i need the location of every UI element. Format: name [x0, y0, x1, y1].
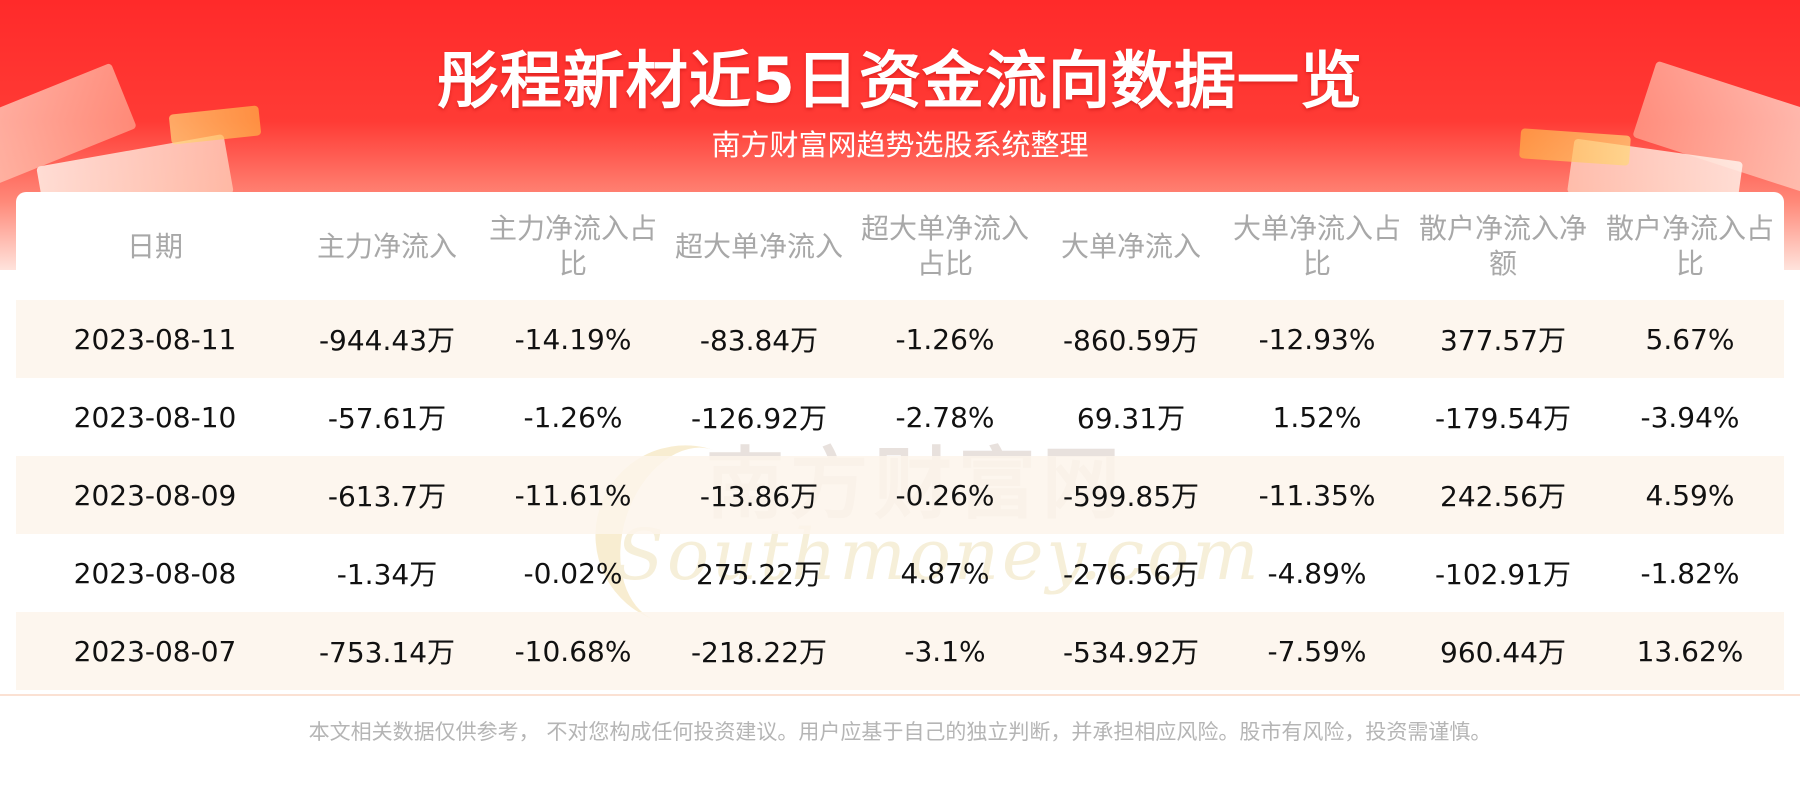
cell-main-inflow-ratio: -10.68%	[514, 634, 632, 668]
cell-large-inflow-ratio: -11.35%	[1258, 478, 1376, 512]
cell-large-inflow-ratio: 1.52%	[1272, 400, 1362, 434]
cell-xl-inflow-ratio: -3.1%	[904, 634, 986, 668]
cell-retail-inflow-ratio: 13.62%	[1636, 634, 1744, 668]
cell-retail-inflow: 960.44万	[1440, 636, 1566, 669]
column-header-xl-inflow: 超大单净流入	[674, 229, 843, 263]
cell-xl-inflow-ratio: -2.78%	[895, 400, 995, 434]
cell-date: 2023-08-09	[73, 478, 237, 512]
cell-date: 2023-08-08	[73, 556, 237, 590]
cell-main-inflow: -613.7万	[327, 480, 447, 513]
column-header-main-inflow: 主力净流入	[316, 229, 457, 263]
cell-large-inflow-ratio: -7.59%	[1267, 634, 1367, 668]
cell-retail-inflow: 242.56万	[1440, 480, 1566, 513]
cell-retail-inflow-ratio: -1.82%	[1640, 556, 1740, 590]
page-title: 彤程新材近5日资金流向数据一览	[436, 44, 1364, 117]
cell-xl-inflow-ratio: -1.26%	[895, 322, 995, 356]
cell-xl-inflow: 275.22万	[696, 558, 822, 591]
column-header-retail-inflow-ratio: 散户净流入占比	[1605, 212, 1774, 280]
cell-main-inflow-ratio: -14.19%	[514, 322, 632, 356]
cell-retail-inflow: -179.54万	[1434, 402, 1572, 435]
cell-main-inflow-ratio: -0.02%	[523, 556, 623, 590]
footer-disclaimer: 本文相关数据仅供参考， 不对您构成任何投资建议。用户应基于自己的独立判断，并承担…	[308, 720, 1492, 744]
cell-retail-inflow: 377.57万	[1440, 324, 1566, 357]
table-header-row: 日期 主力净流入 主力净流入占比 超大单净流入 超大单净流入占比 大单净流入 大…	[16, 192, 1784, 300]
cell-large-inflow: -534.92万	[1062, 636, 1200, 669]
cell-large-inflow: 69.31万	[1076, 402, 1186, 435]
column-header-date: 日期	[126, 229, 183, 263]
cell-main-inflow: -753.14万	[318, 636, 456, 669]
column-header-large-inflow: 大单净流入	[1060, 229, 1201, 263]
table-row: 2023-08-10 -57.61万 -1.26% -126.92万 -2.78…	[16, 378, 1784, 456]
cell-xl-inflow: -218.22万	[690, 636, 828, 669]
cell-retail-inflow: -102.91万	[1434, 558, 1572, 591]
cell-retail-inflow-ratio: 4.59%	[1645, 478, 1735, 512]
column-header-main-inflow-ratio: 主力净流入占比	[488, 212, 657, 280]
cell-date: 2023-08-10	[73, 400, 237, 434]
cell-main-inflow-ratio: -1.26%	[523, 400, 623, 434]
table-row: 2023-08-09 -613.7万 -11.61% -13.86万 -0.26…	[16, 456, 1784, 534]
cell-retail-inflow-ratio: -3.94%	[1640, 400, 1740, 434]
data-table-card: 南方财富网 Southmoney.com 日期 主力净流入 主力净流入占比 超大…	[16, 192, 1784, 694]
cell-xl-inflow: -126.92万	[690, 402, 828, 435]
table-row: 2023-08-08 -1.34万 -0.02% 275.22万 4.87% -…	[16, 534, 1784, 612]
cell-large-inflow-ratio: -4.89%	[1267, 556, 1367, 590]
footer-divider	[0, 694, 1800, 696]
column-header-large-inflow-ratio: 大单净流入占比	[1232, 212, 1401, 280]
page-subtitle: 南方财富网趋势选股系统整理	[711, 128, 1089, 162]
cell-date: 2023-08-11	[73, 322, 237, 356]
fund-flow-table: 日期 主力净流入 主力净流入占比 超大单净流入 超大单净流入占比 大单净流入 大…	[16, 192, 1784, 690]
cell-date: 2023-08-07	[73, 634, 237, 668]
cell-large-inflow: -276.56万	[1062, 558, 1200, 591]
cell-main-inflow: -1.34万	[336, 558, 438, 591]
cell-large-inflow: -860.59万	[1062, 324, 1200, 357]
cell-large-inflow: -599.85万	[1062, 480, 1200, 513]
column-header-xl-inflow-ratio: 超大单净流入占比	[860, 212, 1029, 280]
table-row: 2023-08-07 -753.14万 -10.68% -218.22万 -3.…	[16, 612, 1784, 690]
cell-xl-inflow-ratio: -0.26%	[895, 478, 995, 512]
column-header-retail-inflow: 散户净流入净额	[1418, 212, 1587, 280]
table-row: 2023-08-11 -944.43万 -14.19% -83.84万 -1.2…	[16, 300, 1784, 378]
cell-xl-inflow: -13.86万	[699, 480, 819, 513]
cell-main-inflow-ratio: -11.61%	[514, 478, 632, 512]
cell-xl-inflow-ratio: 4.87%	[900, 556, 990, 590]
cell-xl-inflow: -83.84万	[699, 324, 819, 357]
cell-main-inflow: -57.61万	[327, 402, 447, 435]
cell-large-inflow-ratio: -12.93%	[1258, 322, 1376, 356]
cell-main-inflow: -944.43万	[318, 324, 456, 357]
cell-retail-inflow-ratio: 5.67%	[1645, 322, 1735, 356]
